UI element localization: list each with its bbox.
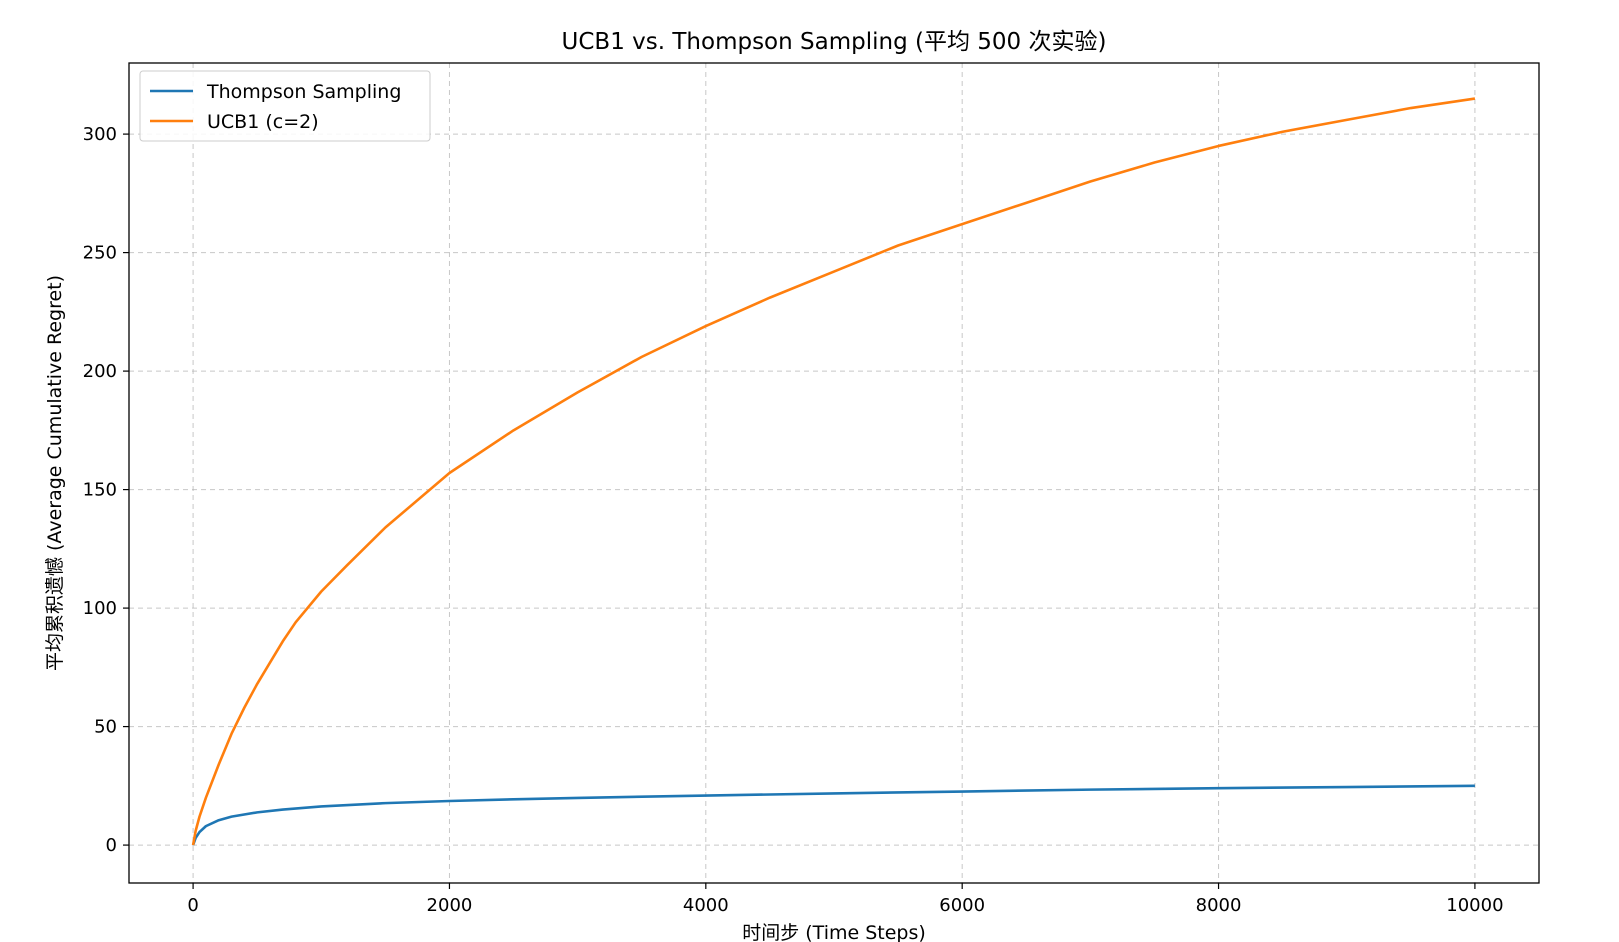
legend-box <box>139 70 431 142</box>
x-axis-label: 时间步 (Time Steps) <box>742 922 926 942</box>
x-tick-label: 10000 <box>1446 895 1503 916</box>
series-line-thompson-sampling <box>191 784 1475 846</box>
series-layer <box>191 97 1476 846</box>
series-line-ucb1 <box>191 97 1476 846</box>
y-tick-label: 300 <box>83 124 117 145</box>
y-axis-ticks: 0 50 100 150 200 250 300 <box>83 124 129 856</box>
x-tick-label: 8000 <box>1196 895 1242 916</box>
legend-label-thompson: Thompson Sampling <box>206 81 401 103</box>
plot-frame <box>128 62 1540 884</box>
y-tick-label: 200 <box>83 361 117 382</box>
x-tick-label: 4000 <box>683 895 729 916</box>
chart-title: UCB1 vs. Thompson Sampling (平均 500 次实验) <box>562 29 1107 55</box>
y-tick-label: 150 <box>83 480 117 501</box>
y-tick-label: 0 <box>106 835 117 856</box>
x-tick-label: 0 <box>187 895 198 916</box>
y-tick-label: 250 <box>83 243 117 264</box>
y-axis-label: 平均累积遗憾 (Average Cumulative Regret) <box>44 275 66 671</box>
x-tick-label: 2000 <box>427 895 473 916</box>
y-tick-label: 100 <box>83 598 117 619</box>
x-tick-label: 6000 <box>939 895 985 916</box>
legend-label-ucb1: UCB1 (c=2) <box>207 111 319 133</box>
x-axis-ticks: 0 2000 4000 6000 8000 10000 <box>187 883 1504 916</box>
legend: Thompson Sampling UCB1 (c=2) <box>139 70 431 142</box>
y-tick-label: 50 <box>94 717 117 738</box>
